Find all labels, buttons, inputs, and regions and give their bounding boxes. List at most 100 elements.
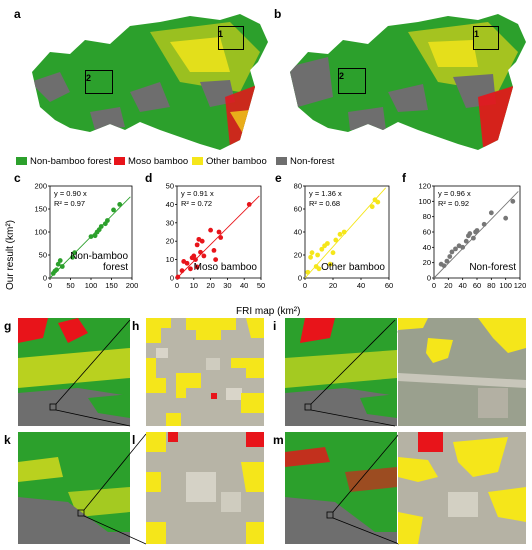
map-k [18, 432, 130, 544]
scatter-svg: 0 50 100 150 200 0 50 100 150 200 y = 0.90 xR² = 0… [34, 182, 138, 291]
data-point [308, 254, 313, 260]
data-point [72, 250, 77, 256]
legend-label: Non-bamboo forest [30, 156, 112, 167]
r2-label: R² = 0.97 [54, 199, 85, 208]
map-i-image [285, 318, 397, 426]
zoom-lines-k [83, 433, 147, 545]
panel-label-f: f [402, 171, 406, 185]
r2-label: R² = 0.72 [181, 199, 212, 208]
zoom-box-2 [85, 70, 113, 94]
scatter-e: 0 20 40 60 0 20 40 60 80 y = 1.36 x R² = 0.68 Other… [283, 182, 394, 292]
y-tick-label: 0 [170, 274, 174, 283]
data-point [441, 263, 447, 269]
data-point [59, 264, 65, 269]
data-point [208, 227, 213, 233]
x-tick-label: 0 [48, 281, 52, 290]
x-tick-label: 0 [175, 281, 179, 290]
zoom-lines-i [310, 319, 396, 427]
data-point [341, 229, 347, 235]
data-point [447, 254, 453, 259]
map-l [146, 432, 264, 544]
class-label: Non-forest [469, 262, 516, 273]
data-point [481, 221, 487, 227]
scatter-svg: 0 20 40 60 0 20 40 60 80 y = 1.36 xR² = 0.68 Other… [294, 182, 394, 291]
y-tick-label: 50 [39, 251, 47, 260]
equation-label: y = 0.90 x [54, 189, 87, 198]
map-k-image [18, 457, 130, 544]
map-b-image [290, 14, 526, 150]
data-point [463, 238, 469, 244]
data-point [92, 233, 98, 239]
data-point [503, 215, 509, 221]
legend-swatch [192, 157, 203, 166]
y-tick-label: 120 [418, 182, 431, 191]
legend-swatch [16, 157, 27, 166]
map-l-image [146, 432, 264, 544]
x-tick-label: 50 [66, 281, 74, 290]
legend-item-nonforest: Non-forest [276, 155, 334, 169]
legend-item-moso: Moso bamboo [114, 155, 188, 169]
r2-label: R² = 0.92 [438, 199, 469, 208]
x-tick-label: 60 [385, 281, 393, 290]
y-tick-label: 0 [298, 274, 302, 283]
equation-label: y = 0.96 x [438, 189, 471, 198]
data-point [198, 249, 203, 255]
data-point [330, 250, 336, 256]
legend-label: Moso bamboo [128, 156, 189, 167]
zoom-box-1 [218, 26, 244, 50]
y-tick-label: 80 [294, 182, 302, 191]
y-tick-label: 30 [166, 218, 174, 227]
x-tick-label: 10 [190, 281, 198, 290]
x-tick-label: 60 [473, 281, 481, 290]
y-tick-label: 60 [294, 205, 302, 214]
map-g-image [18, 318, 130, 426]
scatter-f: 0 20 40 60 80 100 120 0 20 40 60 80 100 120 y = 0.96 x… [412, 182, 526, 292]
x-tick-label: 20 [444, 281, 452, 290]
data-point [193, 257, 198, 262]
x-tick-label: 50 [257, 281, 265, 290]
x-tick-label: 0 [432, 281, 436, 290]
data-point [325, 241, 330, 246]
x-tick-label: 0 [303, 281, 307, 290]
data-point [175, 274, 181, 280]
data-point [211, 248, 217, 253]
class-label: Non-bamboo [70, 251, 128, 262]
plot-frame [176, 185, 262, 279]
zoom-box-1-label: 1 [218, 29, 224, 39]
data-point [375, 199, 381, 205]
data-point [54, 267, 59, 273]
x-tick-label: 40 [240, 281, 248, 290]
data-point [510, 198, 516, 204]
data-point [449, 249, 455, 255]
panel-label-l: l [132, 433, 136, 447]
map-m-image [285, 447, 397, 544]
y-tick-label: 10 [166, 255, 174, 264]
data-point [456, 243, 462, 249]
data-point [55, 261, 61, 267]
y-tick-label: 100 [418, 197, 431, 206]
y-tick-label: 20 [294, 251, 302, 260]
legend-swatch [114, 157, 125, 166]
data-point [444, 258, 450, 264]
data-point [309, 250, 315, 256]
y-tick-label: 20 [423, 258, 431, 267]
zoom-box-2b-label: 2 [339, 71, 345, 81]
panel-label-d: d [145, 171, 153, 185]
zoom-box-2-label: 2 [86, 73, 92, 83]
legend-item-forest: Non-bamboo forest [16, 155, 111, 169]
data-point [246, 202, 252, 207]
legend-item-other: Other bamboo [192, 155, 267, 169]
data-point [201, 253, 207, 259]
scatter-svg: 0 10 20 30 40 50 0 10 20 30 40 50 y = 0.91 xR² = 0.7… [166, 182, 266, 291]
fit-line [433, 191, 519, 279]
map-b: 1 2 [288, 12, 528, 152]
x-tick-label: 80 [487, 281, 495, 290]
data-point [474, 228, 480, 233]
zoom-box-1b-label: 1 [474, 29, 480, 39]
data-point [194, 242, 200, 248]
panel-label-b: b [274, 7, 282, 21]
equation-label: y = 0.91 x [181, 189, 214, 198]
data-point [319, 246, 325, 252]
panel-label-k: k [4, 433, 11, 447]
y-tick-label: 60 [423, 228, 431, 237]
